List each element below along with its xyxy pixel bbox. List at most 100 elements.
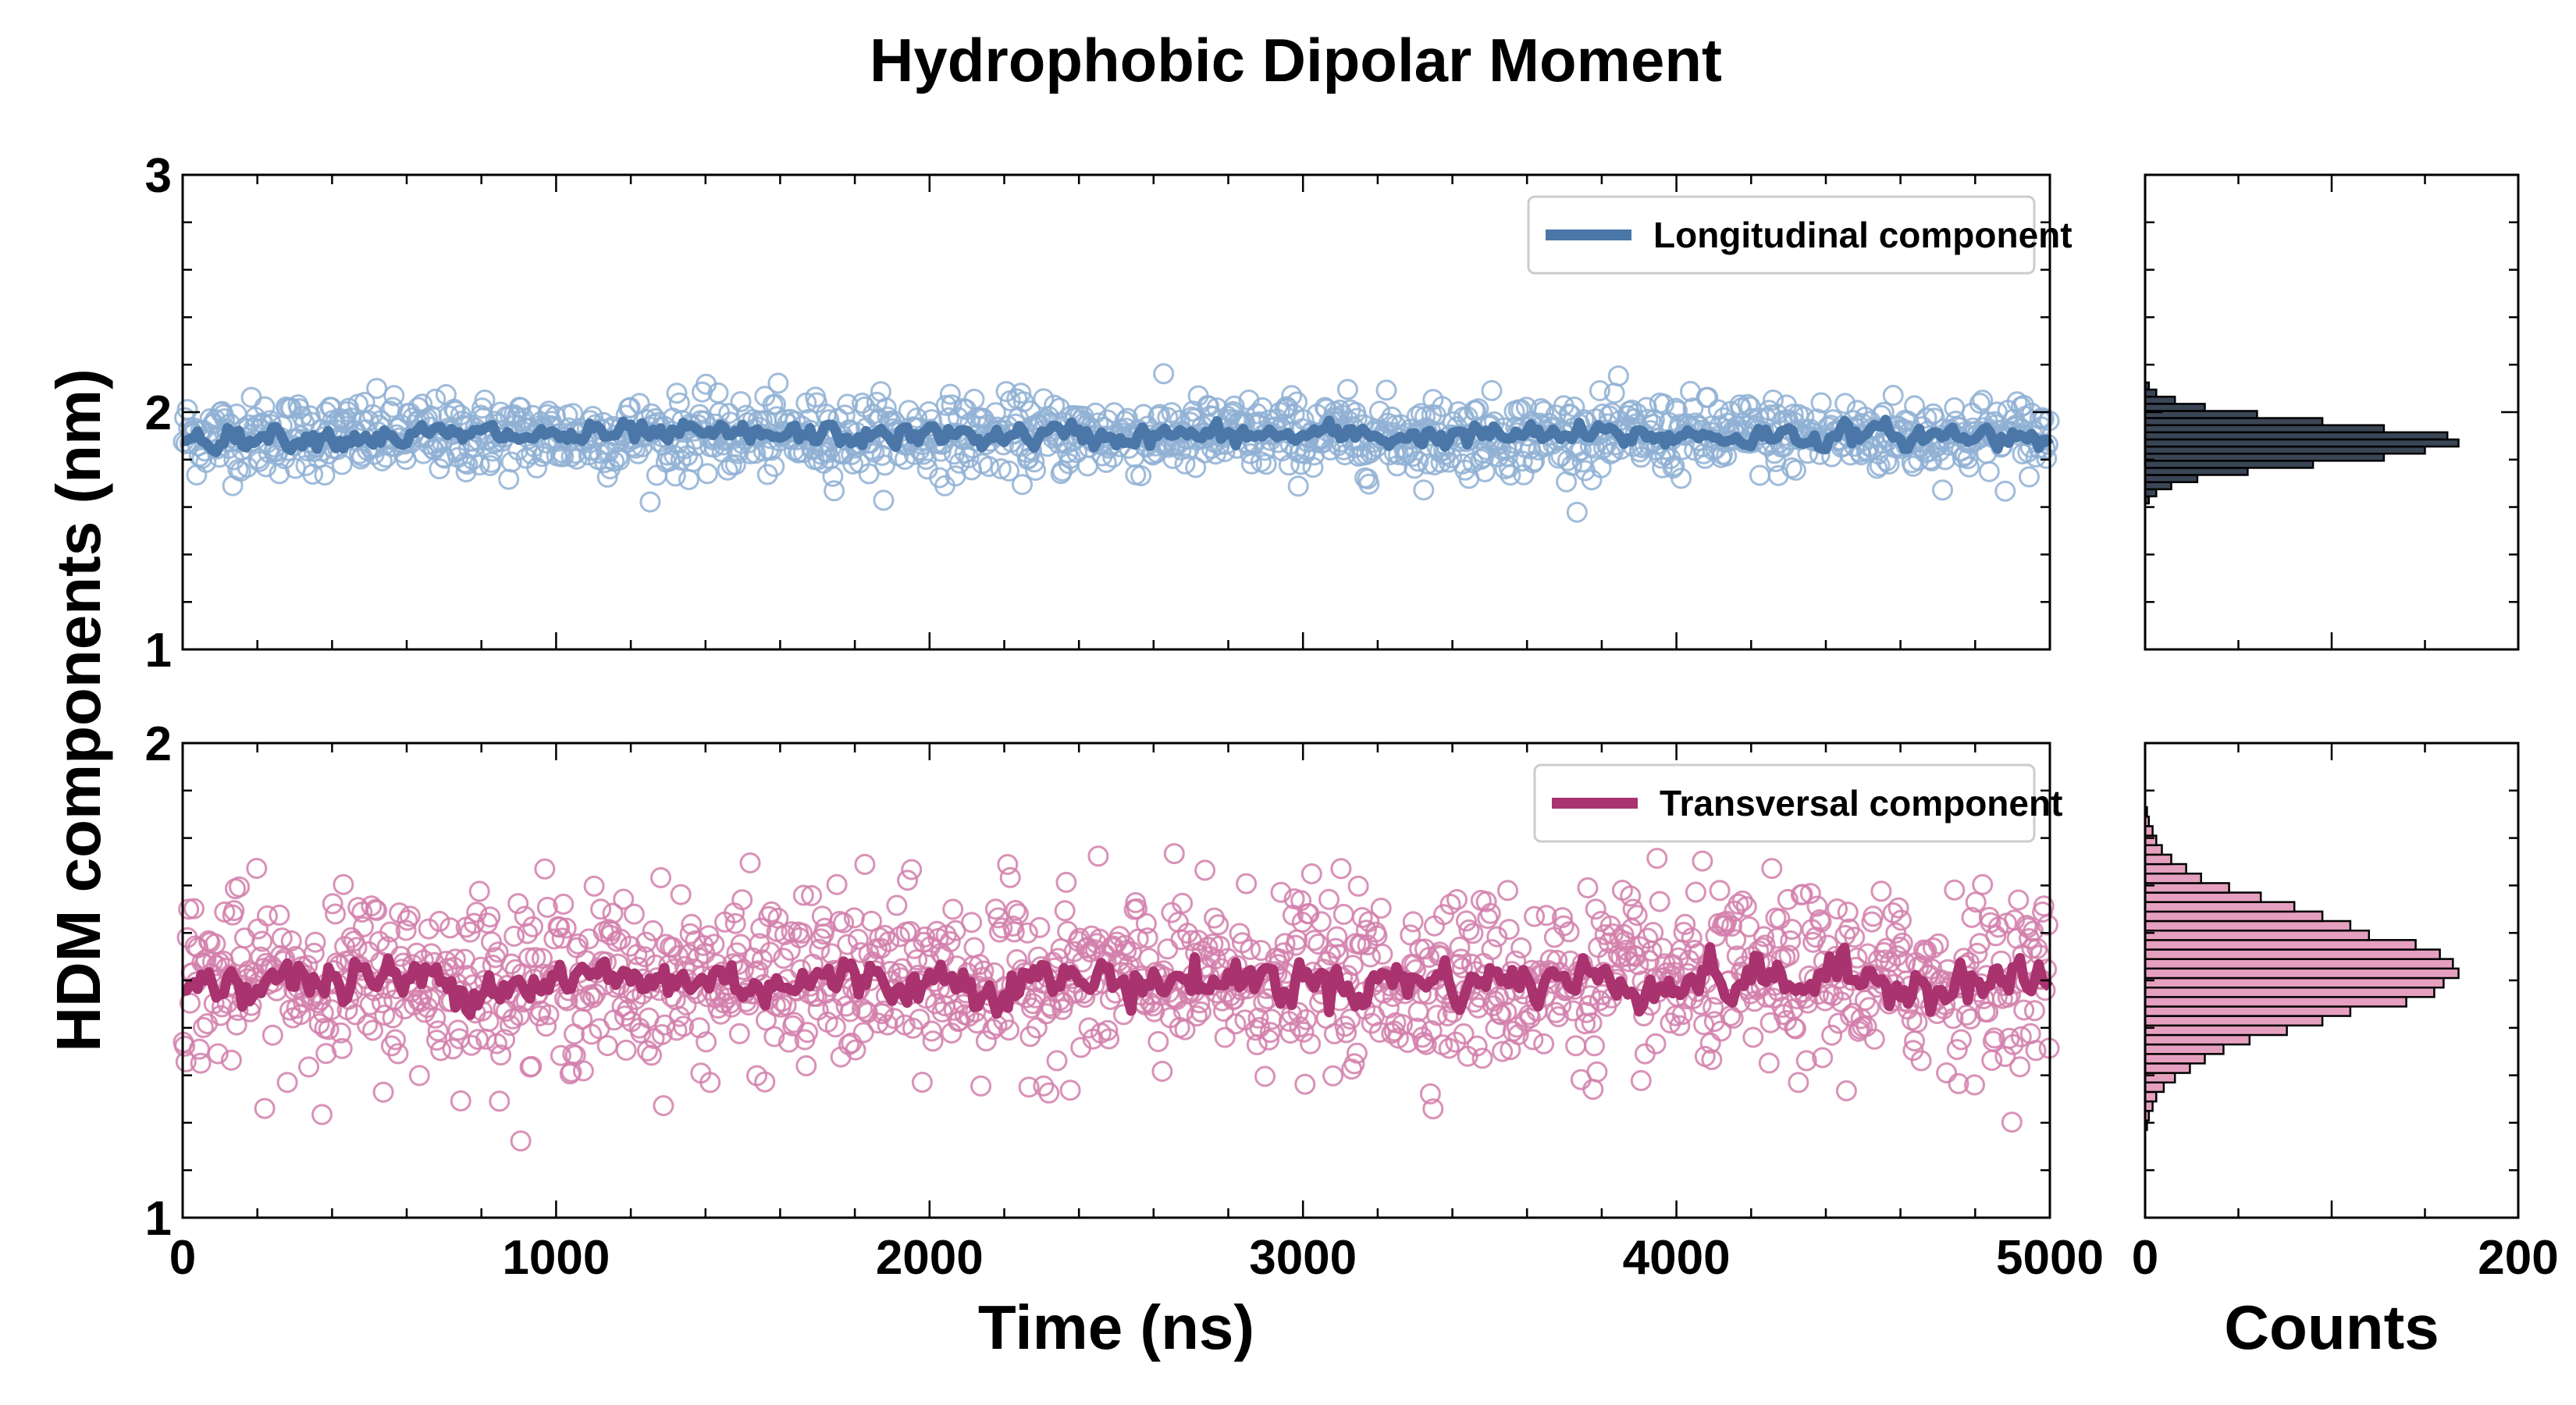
data-point	[1214, 441, 1236, 463]
data-point	[826, 873, 848, 895]
data-point	[1475, 891, 1497, 912]
data-point	[999, 866, 1021, 888]
data-point	[2017, 917, 2039, 938]
data-point	[1005, 899, 1026, 921]
data-point	[425, 388, 447, 410]
data-point	[1888, 897, 1909, 919]
data-point	[1245, 1019, 1266, 1041]
data-point	[783, 1012, 805, 1033]
data-point	[1948, 1072, 1969, 1094]
data-point	[1761, 858, 1783, 880]
data-point	[1018, 1076, 1040, 1098]
data-point	[995, 381, 1017, 403]
data-point	[361, 895, 382, 917]
histogram-bar	[2144, 452, 2386, 462]
data-point	[984, 898, 1006, 920]
data-point	[197, 1013, 219, 1034]
histogram-bar	[2144, 919, 2352, 932]
data-point	[439, 917, 461, 939]
data-point	[718, 403, 740, 425]
histogram-bar	[2144, 948, 2441, 960]
data-point	[1630, 1069, 1652, 1091]
data-point	[521, 1055, 543, 1077]
data-point	[447, 1019, 469, 1041]
data-point	[510, 1130, 532, 1152]
data-point	[1558, 921, 1580, 943]
data-point	[1637, 927, 1659, 949]
histogram-bar	[2144, 929, 2371, 941]
data-point	[498, 468, 520, 490]
data-point	[639, 491, 661, 513]
data-point	[1637, 408, 1659, 430]
data-point	[1418, 947, 1440, 968]
data-point	[1153, 363, 1175, 385]
data-point	[1198, 396, 1220, 417]
data-point	[765, 393, 786, 415]
data-point	[692, 934, 714, 956]
data-point	[1827, 898, 1848, 919]
data-point	[321, 397, 342, 418]
data-point	[1731, 890, 1753, 912]
data-point	[1293, 1021, 1315, 1043]
data-point	[990, 458, 1012, 480]
data-point	[399, 905, 421, 927]
data-point	[886, 895, 908, 916]
bottom-timeseries-legend: Transversal component	[1533, 763, 2062, 843]
data-point	[1984, 1027, 2005, 1049]
x-tick-label: 5000	[1996, 1231, 2104, 1285]
data-point	[1821, 1024, 1843, 1046]
data-point	[1025, 460, 1047, 481]
data-point	[1674, 913, 1696, 935]
data-point	[333, 873, 354, 895]
data-point	[387, 1043, 409, 1065]
data-point	[1533, 1033, 1555, 1055]
data-point	[874, 924, 896, 946]
data-point	[688, 1017, 710, 1039]
data-point	[1904, 395, 1926, 417]
data-point	[1046, 1050, 1068, 1072]
data-point	[1066, 442, 1088, 464]
data-point	[651, 1024, 673, 1045]
top-histogram-panel	[2144, 173, 2520, 651]
data-point	[728, 443, 749, 464]
data-point	[525, 947, 546, 969]
data-point	[254, 396, 276, 418]
data-point	[461, 1034, 482, 1056]
data-point	[635, 931, 657, 953]
data-point	[1296, 1008, 1317, 1030]
data-point	[262, 1024, 283, 1046]
data-point	[583, 875, 605, 897]
data-point	[975, 1030, 997, 1052]
histogram-bar	[2144, 976, 2445, 989]
data-point	[1087, 845, 1109, 867]
data-point	[1415, 1033, 1437, 1055]
data-point	[1699, 1032, 1721, 1054]
histogram-bar	[2144, 872, 2202, 884]
data-point	[1240, 938, 1261, 960]
histogram-bar	[2144, 1024, 2288, 1037]
data-point	[1524, 450, 1546, 472]
data-point	[945, 919, 966, 941]
data-point	[1725, 929, 1747, 951]
data-point	[961, 912, 983, 934]
histogram-bar	[2144, 986, 2435, 998]
top-timeseries-series-line	[181, 414, 2055, 457]
data-point	[641, 1044, 663, 1066]
data-point	[1510, 937, 1532, 959]
data-point	[1621, 399, 1642, 421]
data-point	[1194, 859, 1216, 881]
data-point	[873, 1000, 895, 1022]
data-point	[269, 904, 290, 926]
data-point	[325, 903, 347, 925]
legend-box	[1527, 195, 2036, 275]
data-point	[939, 930, 961, 952]
data-point	[756, 1009, 777, 1031]
data-point	[1863, 905, 1884, 927]
data-point	[1055, 871, 1077, 893]
bottom-timeseries-points	[173, 843, 2060, 1152]
histogram-bar	[2144, 417, 2324, 426]
data-point	[696, 1031, 717, 1053]
data-point	[408, 1065, 430, 1087]
histogram-bar	[2144, 1062, 2191, 1074]
